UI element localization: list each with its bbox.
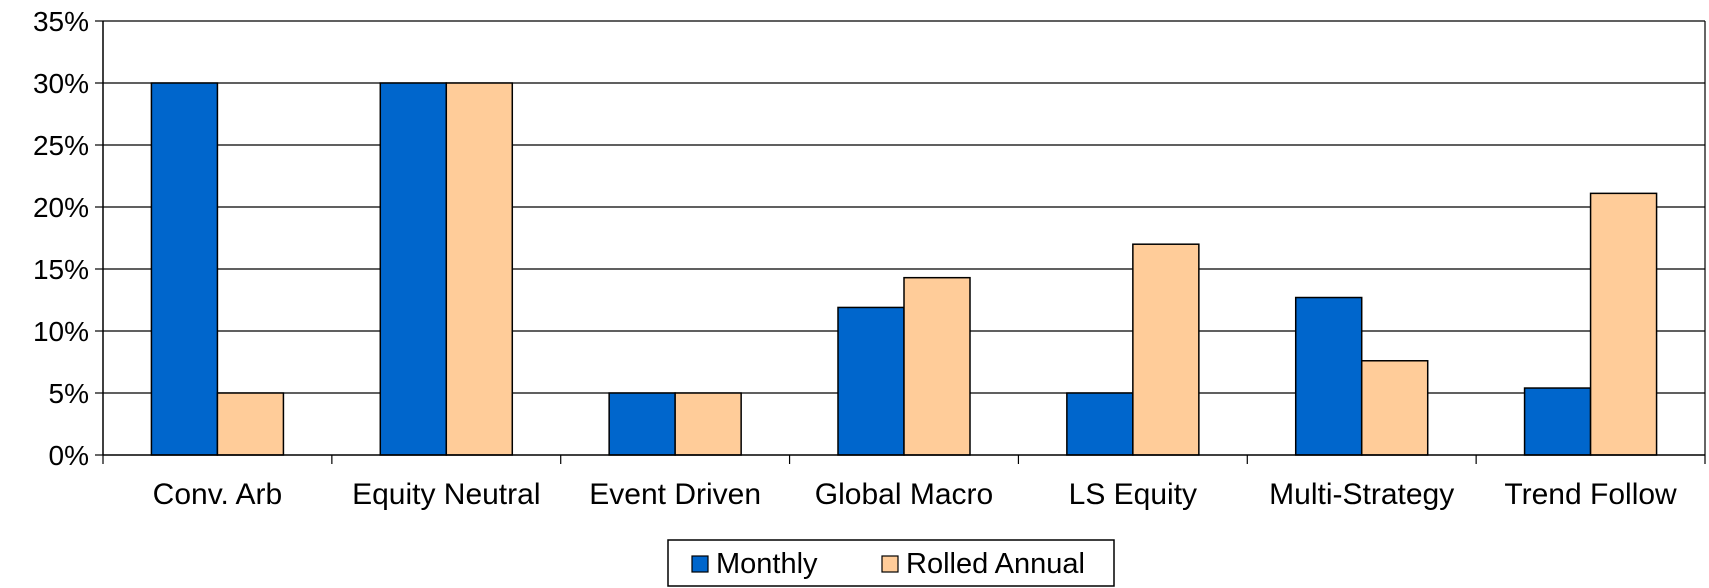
bar-rolled-annual [1589, 192, 1658, 456]
bar-monthly [379, 82, 448, 456]
bar-monthly [608, 392, 676, 456]
legend: Monthly Rolled Annual [667, 539, 1115, 587]
x-tick-label: Event Driven [589, 478, 761, 511]
bar-monthly [1523, 387, 1592, 456]
y-tick-labels: 0% 5% 10% 15% 20% 25% 30% 35% [33, 6, 89, 471]
y-tick-label: 10% [33, 316, 89, 347]
legend-label-rolled-annual: Rolled Annual [906, 548, 1085, 580]
gridlines [103, 20, 1705, 394]
y-tick-label: 15% [33, 254, 89, 285]
legend-swatch-rolled-annual [881, 555, 899, 573]
bar-rolled-annual [445, 82, 514, 456]
legend-swatch-monthly [691, 555, 709, 573]
bar-rolled-annual [1360, 360, 1429, 456]
y-tick-label: 0% [49, 440, 89, 471]
bar-rolled-annual [216, 392, 285, 456]
bar-monthly [1066, 392, 1134, 456]
bar-rolled-annual [903, 276, 971, 456]
legend-label-monthly: Monthly [716, 548, 818, 580]
x-tick-label: Equity Neutral [352, 478, 540, 511]
x-tick-label: Trend Follow [1504, 478, 1677, 511]
bar-monthly [837, 306, 905, 456]
axes [95, 20, 1706, 464]
bar-monthly [150, 82, 219, 456]
y-tick-label: 25% [33, 130, 89, 161]
y-tick-label: 30% [33, 68, 89, 99]
y-tick-label: 35% [33, 6, 89, 37]
bar-rolled-annual [674, 392, 742, 456]
x-tick-label: LS Equity [1069, 478, 1197, 511]
y-tick-label: 5% [49, 378, 89, 409]
bars [150, 82, 1658, 456]
x-tick-label: Multi-Strategy [1269, 478, 1454, 511]
x-tick-label: Global Macro [815, 478, 993, 511]
y-tick-label: 20% [33, 192, 89, 223]
x-tick-labels: Conv. Arb Equity Neutral Event Driven Globa… [153, 478, 1677, 511]
x-tick-label: Conv. Arb [153, 478, 283, 511]
bar-monthly [1294, 296, 1363, 456]
bar-rolled-annual [1132, 243, 1200, 456]
